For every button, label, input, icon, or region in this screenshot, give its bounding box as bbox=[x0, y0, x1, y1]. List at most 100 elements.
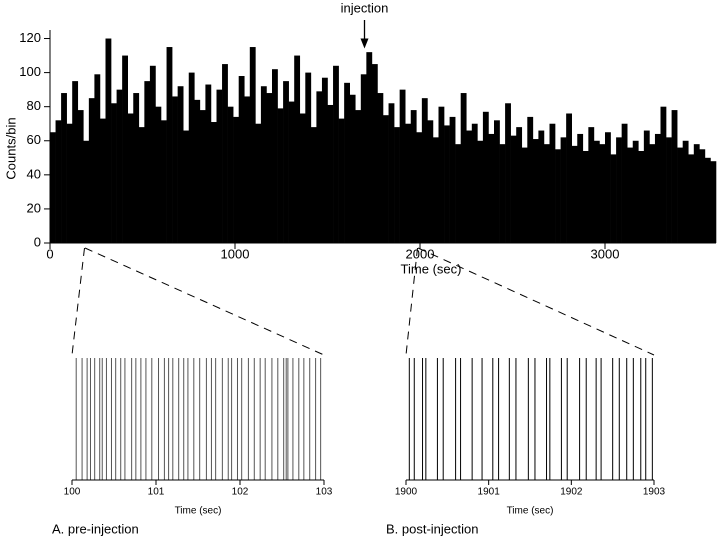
bar bbox=[233, 116, 239, 243]
bar bbox=[555, 149, 561, 243]
bar bbox=[621, 123, 628, 243]
bar bbox=[649, 144, 656, 243]
x-tick-label: 3000 bbox=[591, 246, 620, 261]
bar bbox=[505, 103, 511, 243]
x-tick-label: 1901 bbox=[478, 487, 501, 498]
bar bbox=[588, 127, 595, 243]
bar bbox=[355, 110, 362, 243]
bar bbox=[260, 86, 267, 244]
x-axis-label: Time (sec) bbox=[401, 261, 462, 276]
bar bbox=[327, 104, 334, 243]
x-tick-label: 103 bbox=[316, 487, 333, 498]
x-tick-label: 2000 bbox=[406, 246, 435, 261]
bar bbox=[494, 120, 500, 243]
caption: B. post-injection bbox=[386, 521, 479, 536]
bar bbox=[438, 106, 445, 244]
bar bbox=[599, 144, 606, 243]
bar bbox=[527, 116, 534, 243]
bar bbox=[571, 145, 578, 243]
bar bbox=[638, 150, 645, 243]
bar bbox=[427, 120, 434, 243]
bar bbox=[144, 81, 151, 244]
x-tick-label: 102 bbox=[232, 487, 249, 498]
bar bbox=[704, 157, 711, 243]
bar bbox=[138, 127, 145, 243]
bar bbox=[122, 55, 128, 244]
x-tick-label: 1900 bbox=[395, 487, 418, 498]
bar bbox=[549, 123, 556, 243]
bar bbox=[161, 120, 167, 243]
bar bbox=[582, 150, 589, 243]
bar bbox=[333, 65, 339, 243]
bar bbox=[288, 101, 295, 244]
bar bbox=[566, 113, 572, 243]
bar bbox=[183, 130, 190, 243]
bar bbox=[344, 82, 350, 243]
bar bbox=[577, 133, 584, 243]
bar bbox=[666, 137, 672, 243]
bar bbox=[216, 89, 223, 243]
bar bbox=[399, 89, 406, 243]
bar bbox=[272, 69, 278, 243]
x-tick-label: 1000 bbox=[221, 246, 250, 261]
bar bbox=[222, 64, 228, 243]
bar bbox=[72, 81, 79, 244]
bar bbox=[266, 93, 273, 243]
bar bbox=[710, 161, 717, 243]
bar bbox=[283, 81, 289, 244]
bar bbox=[111, 103, 117, 243]
bar bbox=[593, 140, 600, 243]
bar bbox=[488, 133, 495, 243]
bar bbox=[610, 154, 617, 243]
bar bbox=[210, 122, 217, 243]
bar bbox=[188, 72, 195, 243]
bar bbox=[477, 140, 484, 243]
bar bbox=[294, 55, 301, 244]
bar bbox=[688, 154, 695, 243]
bar bbox=[55, 120, 62, 243]
zoom-line bbox=[71, 247, 85, 356]
x-axis-label: Time (sec) bbox=[507, 506, 554, 517]
bar bbox=[532, 139, 539, 243]
y-tick-label: 80 bbox=[27, 98, 41, 113]
bar bbox=[66, 123, 73, 243]
bar bbox=[277, 108, 284, 243]
bar bbox=[677, 147, 683, 243]
arrow-head bbox=[360, 38, 369, 49]
bar bbox=[299, 113, 306, 243]
bar bbox=[99, 118, 106, 243]
bar bbox=[94, 74, 101, 243]
bar bbox=[560, 137, 567, 243]
bar bbox=[671, 110, 678, 243]
zoom-line bbox=[84, 247, 325, 356]
bar bbox=[360, 74, 367, 243]
bar bbox=[394, 127, 400, 243]
bar bbox=[50, 132, 56, 243]
zoom-line bbox=[405, 247, 418, 356]
bar bbox=[388, 103, 395, 243]
bar bbox=[377, 93, 384, 243]
x-tick-label: 1902 bbox=[560, 487, 583, 498]
zoom-line bbox=[417, 247, 655, 356]
bar bbox=[455, 144, 461, 243]
bar bbox=[693, 144, 700, 243]
bar bbox=[177, 86, 184, 244]
bar bbox=[632, 140, 639, 243]
bar bbox=[116, 89, 123, 243]
bar bbox=[205, 84, 212, 243]
bar bbox=[654, 133, 661, 243]
y-tick-label: 120 bbox=[19, 30, 41, 45]
bar bbox=[643, 130, 650, 243]
bar bbox=[516, 127, 523, 243]
bar bbox=[432, 137, 439, 243]
bar bbox=[449, 116, 456, 243]
bar bbox=[61, 93, 67, 243]
bar bbox=[471, 123, 478, 243]
bar bbox=[305, 72, 312, 243]
bar bbox=[482, 111, 489, 244]
bar bbox=[616, 137, 622, 243]
bar bbox=[466, 130, 473, 243]
bar bbox=[660, 106, 667, 244]
bar bbox=[238, 76, 245, 244]
